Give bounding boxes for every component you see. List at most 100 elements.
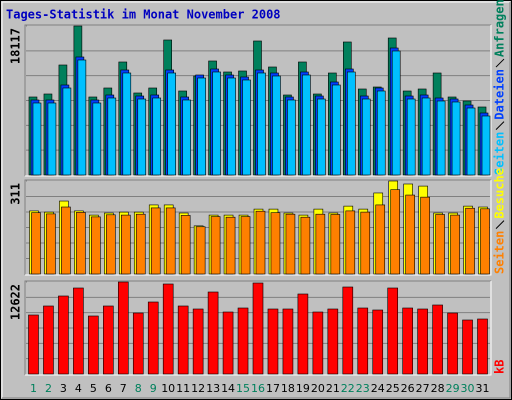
bar	[62, 87, 72, 176]
x-tick-label: 31	[476, 382, 490, 395]
bar	[137, 98, 147, 176]
bar	[302, 74, 311, 176]
bar	[451, 101, 461, 176]
x-tick-label: 21	[326, 382, 340, 395]
bar	[270, 212, 281, 275]
bar	[225, 216, 236, 275]
x-tick-label: 19	[296, 382, 310, 395]
x-tick-label: 10	[161, 382, 175, 395]
bar	[375, 204, 386, 275]
bar	[91, 216, 101, 275]
panel-bevel	[24, 179, 491, 275]
bar	[360, 211, 371, 275]
bar	[435, 214, 445, 275]
bar	[432, 304, 443, 375]
bar	[122, 72, 132, 176]
bar	[212, 71, 221, 176]
x-tick-label: 23	[356, 382, 370, 395]
bar	[376, 90, 386, 176]
bar	[402, 307, 413, 375]
bar	[192, 308, 204, 375]
bar	[387, 287, 399, 375]
bar	[420, 196, 430, 275]
bar	[447, 312, 458, 375]
bar	[147, 301, 159, 375]
bar	[287, 99, 296, 176]
chart-title: Tages-Statistik im Monat November 2008	[6, 8, 281, 22]
x-tick-label: 24	[371, 382, 385, 395]
x-tick-label: 13	[206, 382, 220, 395]
bar	[390, 189, 401, 275]
legend-label: Seiten	[493, 231, 507, 274]
bar	[465, 207, 475, 275]
bar	[197, 77, 206, 176]
bar	[237, 307, 249, 375]
bar	[285, 213, 296, 275]
x-tick-label: 22	[341, 382, 355, 395]
bar	[421, 97, 431, 176]
bar	[272, 75, 281, 176]
panel-bevel	[25, 281, 492, 376]
x-tick-label: 14	[221, 382, 235, 395]
bar	[257, 72, 266, 176]
x-tick-label: 12	[191, 382, 205, 395]
bar	[135, 213, 146, 275]
bar	[180, 215, 191, 275]
bar	[372, 309, 384, 375]
x-tick-label: 25	[386, 382, 400, 395]
bar	[222, 311, 234, 375]
bar	[255, 210, 266, 275]
bar	[195, 226, 206, 275]
bar	[252, 282, 264, 375]
legend-label: Seiten	[493, 132, 507, 175]
bar	[103, 305, 114, 375]
bar	[466, 107, 476, 176]
bar	[28, 314, 39, 375]
bar	[312, 311, 324, 375]
bar	[391, 50, 401, 176]
bar	[361, 98, 371, 176]
bar	[152, 97, 162, 176]
bar	[43, 305, 54, 375]
y-tick-label: 311	[9, 183, 23, 205]
bar	[342, 286, 354, 375]
legend-separator	[495, 58, 505, 68]
x-tick-label: 2	[45, 382, 52, 395]
panel-bevel	[24, 280, 491, 375]
bar	[242, 79, 251, 176]
bar	[162, 283, 174, 375]
bar	[182, 99, 191, 176]
x-tick-label: 15	[236, 382, 250, 395]
bar	[31, 212, 41, 275]
bar	[32, 102, 42, 176]
bar	[106, 214, 116, 275]
bar	[61, 206, 71, 275]
bar	[167, 72, 176, 176]
bar	[477, 318, 488, 375]
bar	[77, 59, 87, 176]
x-tick-label: 7	[120, 382, 127, 395]
bar	[481, 115, 491, 176]
bar	[406, 98, 416, 176]
legend-label: Anfragen	[493, 0, 507, 57]
bar	[327, 308, 339, 375]
x-tick-label: 26	[401, 382, 415, 395]
bar	[240, 216, 251, 275]
bar	[357, 307, 369, 375]
legend-separator	[495, 121, 505, 130]
bar	[347, 71, 356, 176]
bar	[297, 293, 309, 375]
bar	[417, 308, 428, 375]
bar	[165, 207, 176, 275]
bar	[267, 308, 279, 375]
x-tick-label: 28	[431, 382, 445, 395]
legend-label: Dateien	[493, 69, 507, 120]
x-tick-label: 20	[311, 382, 325, 395]
bar	[117, 281, 129, 375]
bar	[132, 312, 144, 375]
bar	[207, 291, 219, 375]
bar	[47, 102, 57, 176]
bar	[88, 315, 99, 375]
